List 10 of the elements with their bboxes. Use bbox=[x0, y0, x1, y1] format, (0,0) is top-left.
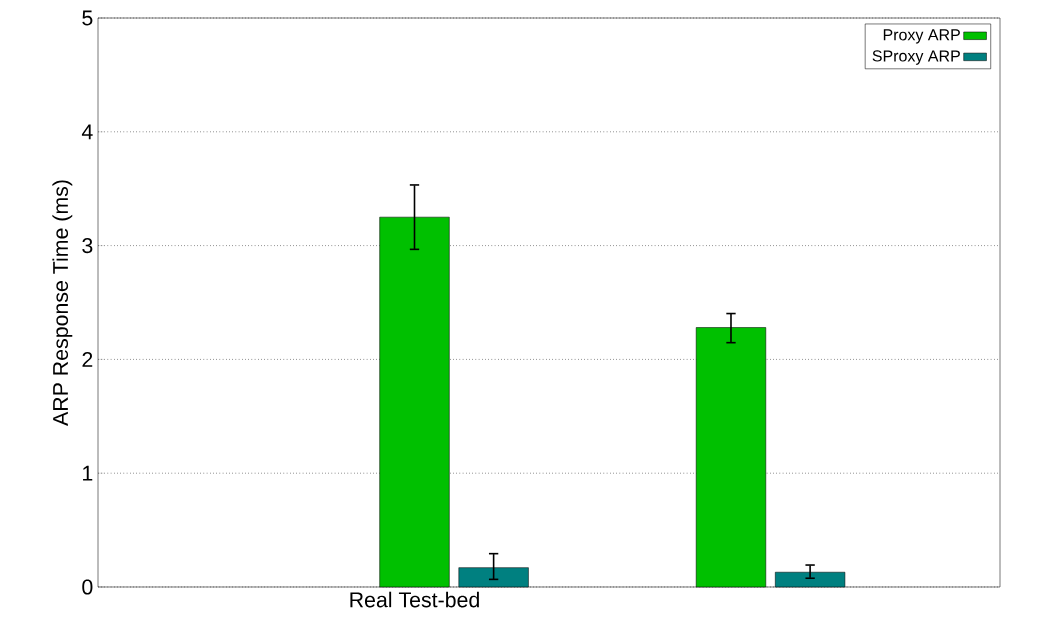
legend-label: Proxy ARP bbox=[883, 29, 960, 44]
x-tick-label: Real Test-bed bbox=[350, 591, 479, 608]
y-tick-label: 3 bbox=[82, 238, 93, 254]
y-tick-label: 4 bbox=[81, 124, 93, 140]
y-tick-label: 0 bbox=[82, 579, 93, 595]
y-tick-label: 2 bbox=[82, 351, 93, 367]
y-axis-title: ARP Response Time (ms) bbox=[52, 180, 73, 426]
y-tick-label: 1 bbox=[83, 465, 93, 481]
y-tick-label: 5 bbox=[82, 10, 93, 26]
legend-label: SProxy ARP bbox=[872, 50, 960, 65]
